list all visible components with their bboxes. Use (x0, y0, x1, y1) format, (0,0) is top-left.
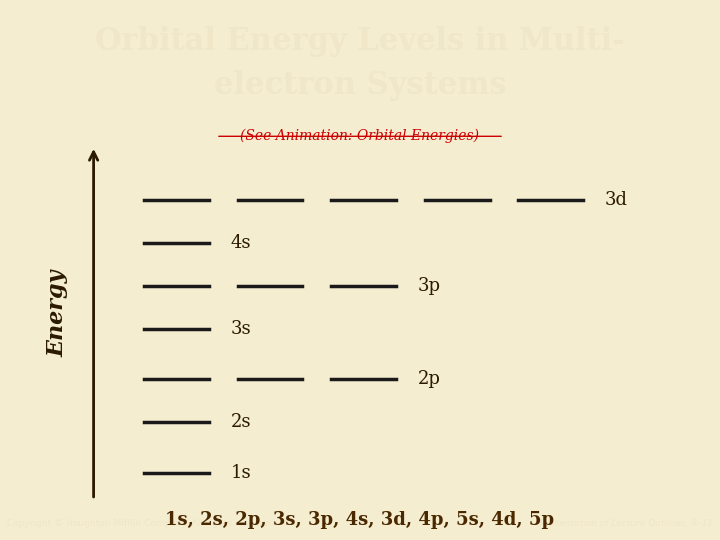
Text: 3s: 3s (230, 320, 251, 338)
Text: 1s, 2s, 2p, 3s, 3p, 4s, 3d, 4p, 5s, 4d, 5p: 1s, 2s, 2p, 3s, 3p, 4s, 3d, 4p, 5s, 4d, … (166, 511, 554, 530)
Text: Presentation of Lecture Outlines, 8–11: Presentation of Lecture Outlines, 8–11 (540, 519, 713, 528)
Text: electron Systems: electron Systems (214, 70, 506, 101)
Text: 4s: 4s (230, 234, 251, 252)
Text: 3p: 3p (418, 277, 441, 295)
Text: Energy: Energy (47, 269, 68, 357)
Text: (See Animation: Orbital Energies): (See Animation: Orbital Energies) (240, 129, 480, 143)
Text: 2p: 2p (418, 370, 441, 388)
Text: Orbital Energy Levels in Multi-: Orbital Energy Levels in Multi- (95, 26, 625, 57)
Text: 2s: 2s (230, 413, 251, 431)
Text: Copyright © Houghton Mifflin Company. All rights reserved.: Copyright © Houghton Mifflin Company. Al… (7, 519, 278, 528)
Text: 1s: 1s (230, 464, 251, 482)
Text: 3d: 3d (605, 192, 628, 210)
